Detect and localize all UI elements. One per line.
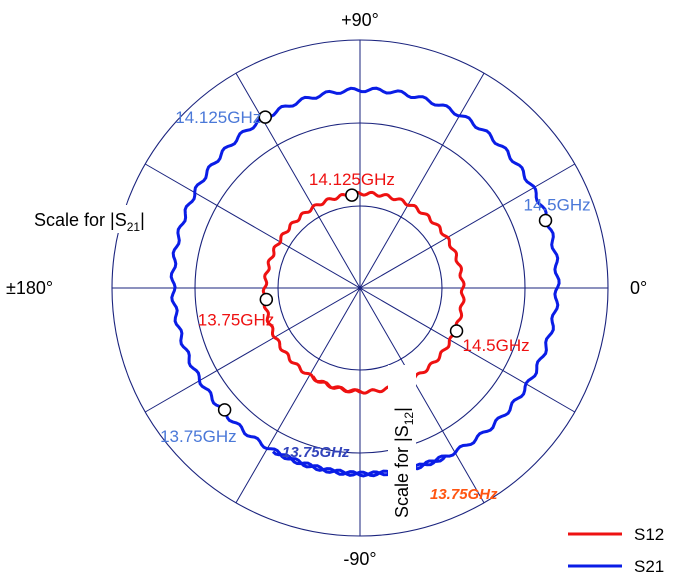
scale-label-s12-prefix: Scale for |S <box>392 425 412 518</box>
scale-label-s12-sub: 12 <box>402 412 416 426</box>
marker-label-s12-1: 14.125GHz <box>309 170 395 189</box>
marker-s21-2 <box>538 213 553 228</box>
angle-label-top: +90° <box>341 10 379 30</box>
legend-label-s21: S21 <box>634 557 664 576</box>
legend: S12 S21 <box>568 525 664 576</box>
svg-text:Scale for |S21|: Scale for |S21| <box>34 210 145 234</box>
angle-label-right: 0° <box>630 278 647 298</box>
scale-label-s21-sub: 21 <box>127 220 141 234</box>
marker-s21-1 <box>258 110 273 124</box>
traces <box>169 86 561 478</box>
markers <box>217 110 553 417</box>
scale-label-s21-suffix: | <box>140 210 145 230</box>
annotation-s21-1375: 13.75GHz <box>282 444 350 461</box>
marker-label-s21-2: 14.5GHz <box>524 195 591 214</box>
marker-label-s21-1: 14.125GHz <box>175 108 261 127</box>
legend-label-s12: S12 <box>634 525 664 544</box>
marker-s12-0 <box>259 292 274 307</box>
marker-label-s12-0: 13.75GHz <box>198 311 275 330</box>
radial-lines <box>112 40 608 536</box>
marker-labels: 13.75GHz 14.125GHz 14.5GHz 13.75GHz 14.125GH… <box>160 108 591 446</box>
marker-s12-2 <box>449 324 464 338</box>
scale-label-s21-prefix: Scale for |S <box>34 210 127 230</box>
angle-label-left: ±180° <box>6 278 53 298</box>
marker-s12-1 <box>345 188 359 202</box>
svg-text:Scale for |S12|: Scale for |S12| <box>392 407 416 518</box>
trace-s12 <box>261 190 466 395</box>
marker-label-s21-0: 13.75GHz <box>160 427 237 446</box>
scale-label-s12-suffix: | <box>392 407 412 412</box>
trace-s21 <box>169 86 561 478</box>
angle-label-bottom: -90° <box>343 549 376 569</box>
marker-label-s12-2: 14.5GHz <box>463 336 530 355</box>
marker-s21-0 <box>217 403 232 417</box>
scale-label-s21-bg <box>30 205 170 233</box>
scale-label-s21: Scale for |S21| <box>30 205 170 234</box>
scale-label-s12-bg <box>388 365 416 520</box>
radial-line-150 <box>144 163 576 413</box>
annotation-s12-1375: 13.75GHz <box>430 486 498 503</box>
scale-label-s12: Scale for |S12| <box>388 365 416 520</box>
